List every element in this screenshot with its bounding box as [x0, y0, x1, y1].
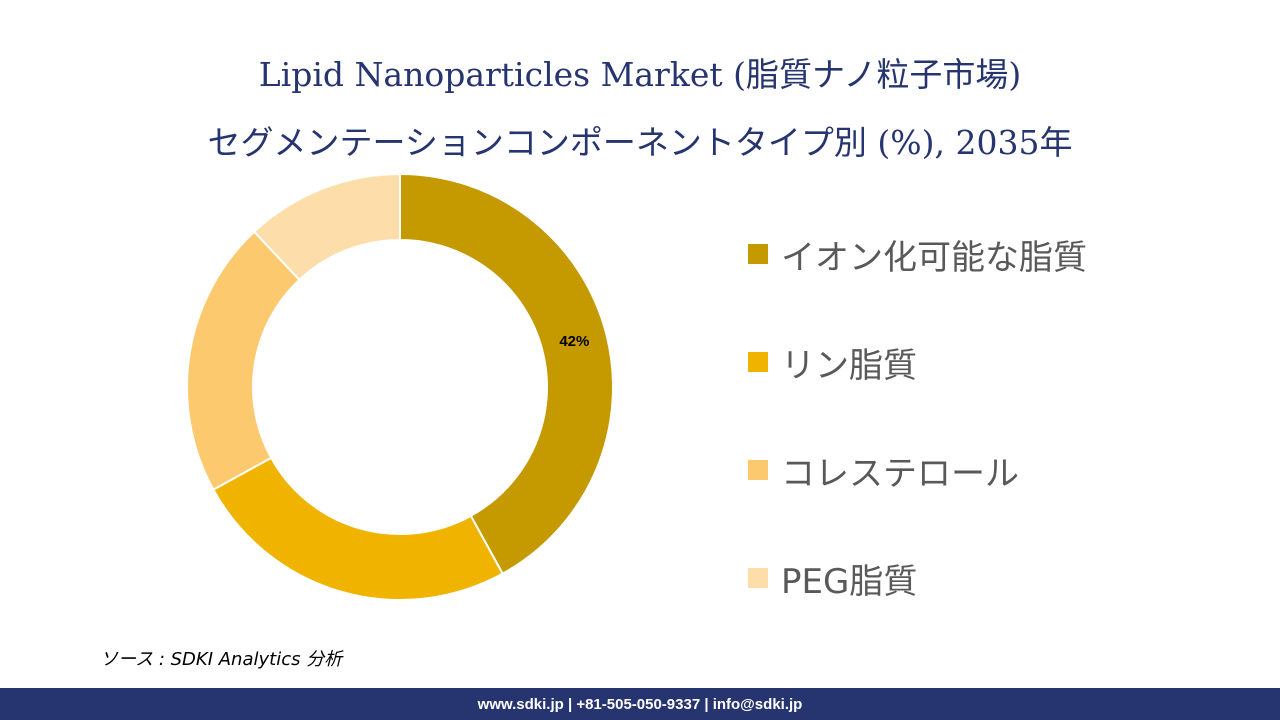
legend-item: コレステロール [748, 416, 1268, 524]
legend-swatch-icon [748, 460, 768, 480]
legend-label: リン脂質 [781, 345, 917, 386]
data-label: 42% [559, 333, 589, 350]
legend-item: イオン化可能な脂質 [748, 200, 1268, 308]
legend-label: コレステロール [781, 453, 1019, 494]
legend-label: PEG脂質 [781, 561, 918, 602]
legend-swatch-icon [748, 568, 768, 588]
chart-title: Lipid Nanoparticles Market (脂質ナノ粒子市場) [258, 55, 1022, 94]
footer-contact: www.sdki.jp | +81-505-050-9337 | info@sd… [477, 695, 803, 713]
footer-bar: www.sdki.jp | +81-505-050-9337 | info@sd… [0, 688, 1280, 720]
donut-chart: 42% [186, 172, 614, 601]
donut-slice [186, 230, 301, 491]
donut-slice [399, 172, 614, 576]
donut-slice [252, 172, 401, 282]
chart-legend: イオン化可能な脂質 リン脂質 コレステロール PEG脂質 [748, 200, 1268, 632]
legend-item: リン脂質 [748, 308, 1268, 416]
legend-label: イオン化可能な脂質 [781, 237, 1087, 278]
donut-slice [211, 456, 504, 601]
legend-swatch-icon [748, 244, 768, 264]
chart-subtitle: セグメンテーションコンポーネントタイプ別 (%), 2035年 [207, 123, 1073, 162]
legend-swatch-icon [748, 352, 768, 372]
legend-item: PEG脂質 [748, 524, 1268, 632]
source-note: ソース : SDKI Analytics 分析 [100, 649, 343, 670]
